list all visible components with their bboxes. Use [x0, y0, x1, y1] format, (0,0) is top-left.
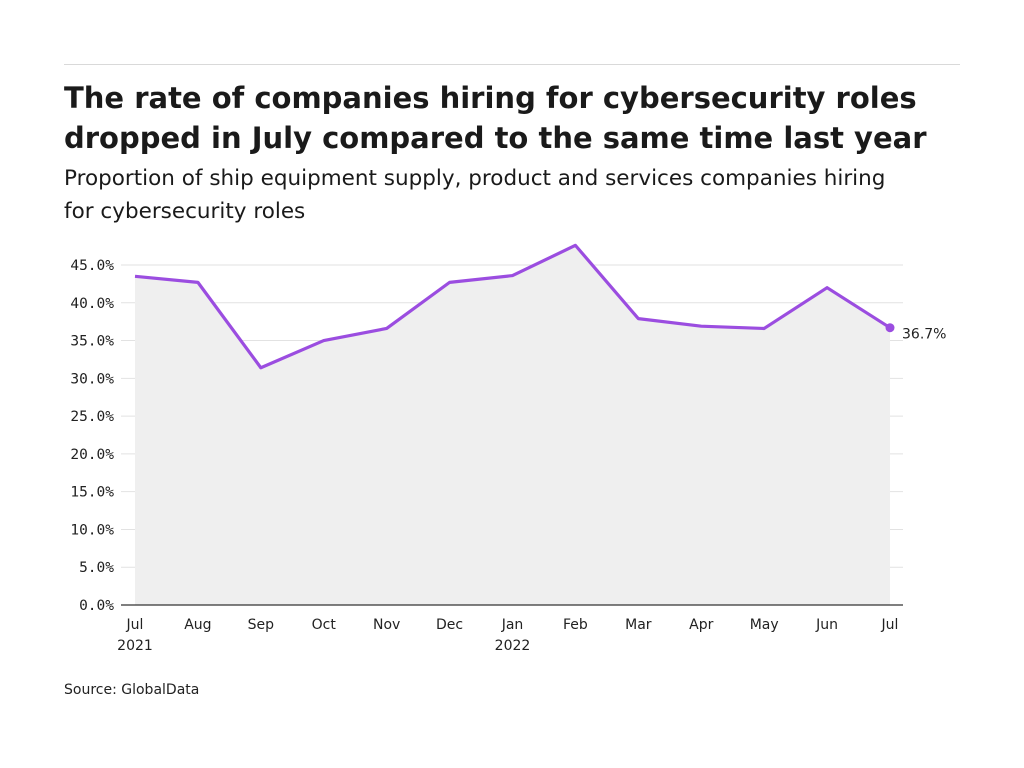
series-line: [134, 243, 891, 370]
y-tick-label: 20.0%: [70, 447, 114, 463]
y-tick-label: 40.0%: [70, 296, 114, 312]
title-line-1: The rate of companies hiring for cyberse…: [64, 81, 917, 115]
subtitle-line-1: Proportion of ship equipment supply, pro…: [64, 166, 886, 191]
x-tick-label: Mar: [625, 617, 652, 633]
chart-title: The rate of companies hiring for cyberse…: [64, 78, 964, 158]
y-tick-label: 35.0%: [70, 334, 114, 350]
y-tick-label: 15.0%: [70, 485, 114, 501]
x-tick-label: Feb: [563, 617, 588, 633]
x-tick-label: Jul: [881, 617, 899, 633]
x-tick-label: Dec: [436, 617, 463, 633]
last-value-label: 36.7%: [902, 327, 946, 343]
x-axis-ticks: Jul 2021 Aug Sep Oct Nov Dec Jan 2022 Feb Mar Apr Ma…: [117, 617, 898, 654]
y-tick-label: 45.0%: [70, 258, 114, 274]
y-axis-ticks: 0.0% 5.0% 10.0% 15.0% 20.0% 25.0% 30.0% 35.0% 40…: [70, 258, 114, 614]
x-tick-label: May: [750, 617, 779, 633]
chart-subtitle: Proportion of ship equipment supply, pro…: [64, 162, 964, 228]
x-tick-label: Nov: [373, 617, 400, 633]
x-tick-label: Jul: [126, 617, 144, 633]
x-tick-label: Sep: [248, 617, 275, 633]
y-tick-label: 30.0%: [70, 371, 114, 387]
x-tick-label: Apr: [689, 617, 713, 633]
y-tick-label: 5.0%: [79, 560, 114, 576]
x-tick-year-label: 2022: [495, 638, 531, 654]
last-data-point: [885, 323, 895, 333]
y-tick-label: 0.0%: [79, 598, 114, 614]
x-tick-label: Jan: [501, 617, 524, 633]
top-divider: [64, 64, 960, 65]
y-tick-label: 25.0%: [70, 409, 114, 425]
x-tick-label: Aug: [184, 617, 211, 633]
data-points: [885, 323, 895, 333]
x-tick-label: Jun: [815, 617, 838, 633]
x-tick-year-label: 2021: [117, 638, 153, 654]
x-tick-label: Oct: [312, 617, 337, 633]
source-note: Source: GlobalData: [64, 682, 200, 698]
title-line-2: dropped in July compared to the same tim…: [64, 121, 927, 155]
area-fill: [135, 245, 890, 605]
y-tick-label: 10.0%: [70, 522, 114, 538]
subtitle-line-2: for cybersecurity roles: [64, 199, 306, 224]
